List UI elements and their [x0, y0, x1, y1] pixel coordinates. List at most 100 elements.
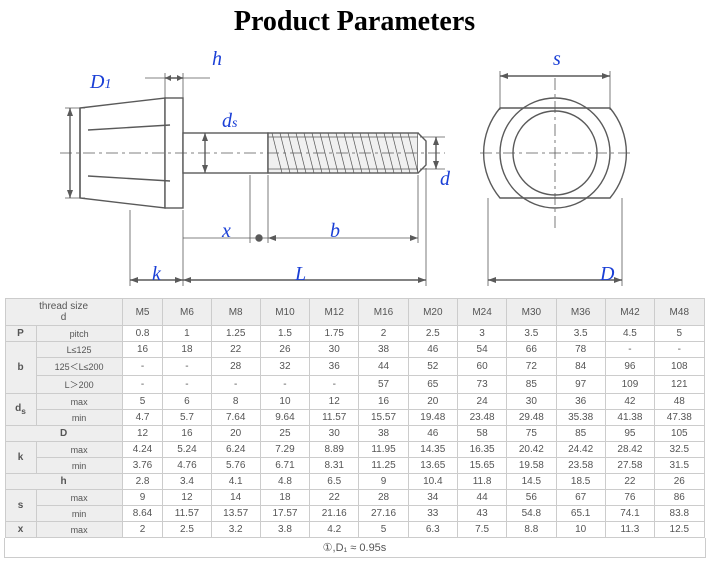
cell: 10 [556, 522, 605, 538]
cell: 121 [655, 376, 704, 394]
cell: 28 [211, 358, 260, 376]
row-sub: min [36, 506, 122, 522]
cell: 95 [605, 426, 654, 442]
cell: 0.8 [122, 326, 163, 342]
cell: 19.48 [408, 410, 457, 426]
cell: - [163, 358, 211, 376]
row-sub: 125＜L≤200 [36, 358, 122, 376]
cell: 34 [408, 490, 457, 506]
row-sub: L≤125 [36, 342, 122, 358]
cell: 30 [507, 394, 556, 410]
col-M36: M36 [556, 299, 605, 326]
cell: 83.8 [655, 506, 704, 522]
cell: 31.5 [655, 458, 704, 474]
table-body: Ppitch0.811.251.51.7522.533.53.54.55bL≤1… [5, 326, 704, 538]
cell: 47.38 [655, 410, 704, 426]
cell: 38 [359, 342, 408, 358]
cell: 6.5 [310, 474, 359, 490]
label-d: d [440, 168, 450, 191]
row-sub: min [36, 410, 122, 426]
label-D: D [600, 263, 614, 286]
cell: 1.75 [310, 326, 359, 342]
technical-diagram: D1 h ds d s x b k L D [0, 38, 709, 298]
cell: 3 [457, 326, 506, 342]
cell: 14 [211, 490, 260, 506]
cell: 44 [457, 490, 506, 506]
cell: 85 [507, 376, 556, 394]
cell: 5.7 [163, 410, 211, 426]
cell: 3.76 [122, 458, 163, 474]
cell: 57 [359, 376, 408, 394]
cell: 13.57 [211, 506, 260, 522]
cell: 78 [556, 342, 605, 358]
cell: 38 [359, 426, 408, 442]
cell: 2.5 [163, 522, 211, 538]
cell: 4.24 [122, 442, 163, 458]
col-M16: M16 [359, 299, 408, 326]
label-b: b [330, 220, 340, 243]
cell: 5 [359, 522, 408, 538]
cell: 75 [507, 426, 556, 442]
cell: 7.29 [260, 442, 309, 458]
cell: 25 [260, 426, 309, 442]
cell: 9.64 [260, 410, 309, 426]
row-sub: min [36, 458, 122, 474]
cell: 86 [655, 490, 704, 506]
cell: 66 [507, 342, 556, 358]
cell: 3.8 [260, 522, 309, 538]
col-M6: M6 [163, 299, 211, 326]
col-M8: M8 [211, 299, 260, 326]
cell: - [260, 376, 309, 394]
cell: 1.25 [211, 326, 260, 342]
cell: 1 [163, 326, 211, 342]
row-sub: pitch [36, 326, 122, 342]
cell: 36 [310, 358, 359, 376]
row-sub: L＞200 [36, 376, 122, 394]
cell: 2.5 [408, 326, 457, 342]
col-M30: M30 [507, 299, 556, 326]
cell: 8.8 [507, 522, 556, 538]
cell: 3.4 [163, 474, 211, 490]
cell: 11.3 [605, 522, 654, 538]
cell: 5.24 [163, 442, 211, 458]
col-M5: M5 [122, 299, 163, 326]
cell: 6.3 [408, 522, 457, 538]
cell: 42 [605, 394, 654, 410]
cell: 36 [556, 394, 605, 410]
cell: 27.16 [359, 506, 408, 522]
cell: 33 [408, 506, 457, 522]
cell: 8 [211, 394, 260, 410]
cell: 9 [122, 490, 163, 506]
cell: 12.5 [655, 522, 704, 538]
cell: 16.35 [457, 442, 506, 458]
label-h: h [212, 48, 222, 71]
cell: 85 [556, 426, 605, 442]
cell: 72 [507, 358, 556, 376]
cell: 11.57 [310, 410, 359, 426]
cell: 5 [122, 394, 163, 410]
cell: 65 [408, 376, 457, 394]
col-M42: M42 [605, 299, 654, 326]
cell: 6.24 [211, 442, 260, 458]
cell: 2.8 [122, 474, 163, 490]
cell: 8.31 [310, 458, 359, 474]
cell: 11.25 [359, 458, 408, 474]
page-title: Product Parameters [0, 6, 709, 38]
cell: 105 [655, 426, 704, 442]
cell: - [655, 342, 704, 358]
cell: 30 [310, 426, 359, 442]
row-sub: max [36, 394, 122, 410]
cell: 8.64 [122, 506, 163, 522]
cell: 60 [457, 358, 506, 376]
cell: 20 [408, 394, 457, 410]
cell: 32.5 [655, 442, 704, 458]
parameters-table: thread size d M5 M6 M8 M10 M12 M16 M20 M… [5, 298, 705, 538]
cell: 52 [408, 358, 457, 376]
cell: 2 [122, 522, 163, 538]
cell: 24.42 [556, 442, 605, 458]
col-M20: M20 [408, 299, 457, 326]
cell: 76 [605, 490, 654, 506]
cell: 10 [260, 394, 309, 410]
label-k: k [152, 263, 161, 286]
cell: 54.8 [507, 506, 556, 522]
